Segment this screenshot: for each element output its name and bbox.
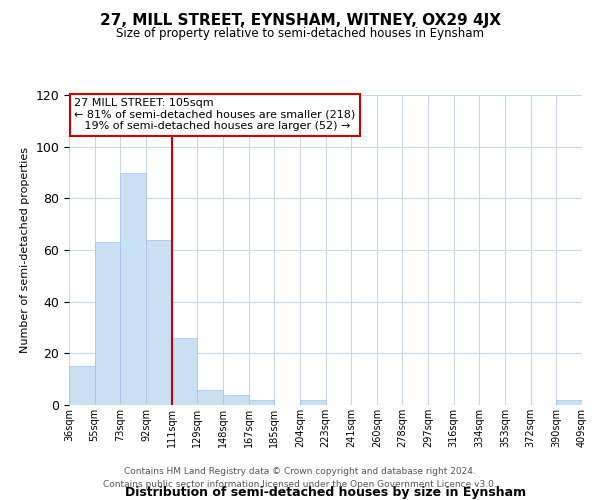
Bar	[69, 366, 95, 405]
Bar	[300, 400, 325, 405]
Text: 27 MILL STREET: 105sqm
← 81% of semi-detached houses are smaller (218)
   19% of: 27 MILL STREET: 105sqm ← 81% of semi-det…	[74, 98, 355, 132]
Text: Contains HM Land Registry data © Crown copyright and database right 2024.: Contains HM Land Registry data © Crown c…	[124, 467, 476, 476]
Text: Contains public sector information licensed under the Open Government Licence v3: Contains public sector information licen…	[103, 480, 497, 489]
X-axis label: Distribution of semi-detached houses by size in Eynsham: Distribution of semi-detached houses by …	[125, 486, 526, 499]
Bar	[146, 240, 172, 405]
Bar	[172, 338, 197, 405]
Bar	[121, 172, 146, 405]
Bar	[223, 394, 248, 405]
Y-axis label: Number of semi-detached properties: Number of semi-detached properties	[20, 147, 30, 353]
Bar	[248, 400, 274, 405]
Bar	[95, 242, 121, 405]
Text: Size of property relative to semi-detached houses in Eynsham: Size of property relative to semi-detach…	[116, 28, 484, 40]
Bar	[556, 400, 582, 405]
Text: 27, MILL STREET, EYNSHAM, WITNEY, OX29 4JX: 27, MILL STREET, EYNSHAM, WITNEY, OX29 4…	[100, 12, 500, 28]
Bar	[197, 390, 223, 405]
